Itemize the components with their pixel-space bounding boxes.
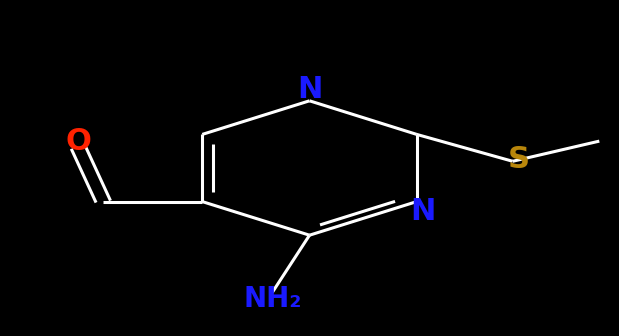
Text: O: O <box>66 127 92 156</box>
Text: N: N <box>410 197 436 226</box>
Text: NH₂: NH₂ <box>243 285 301 313</box>
Text: S: S <box>508 145 530 174</box>
Text: N: N <box>297 75 322 103</box>
